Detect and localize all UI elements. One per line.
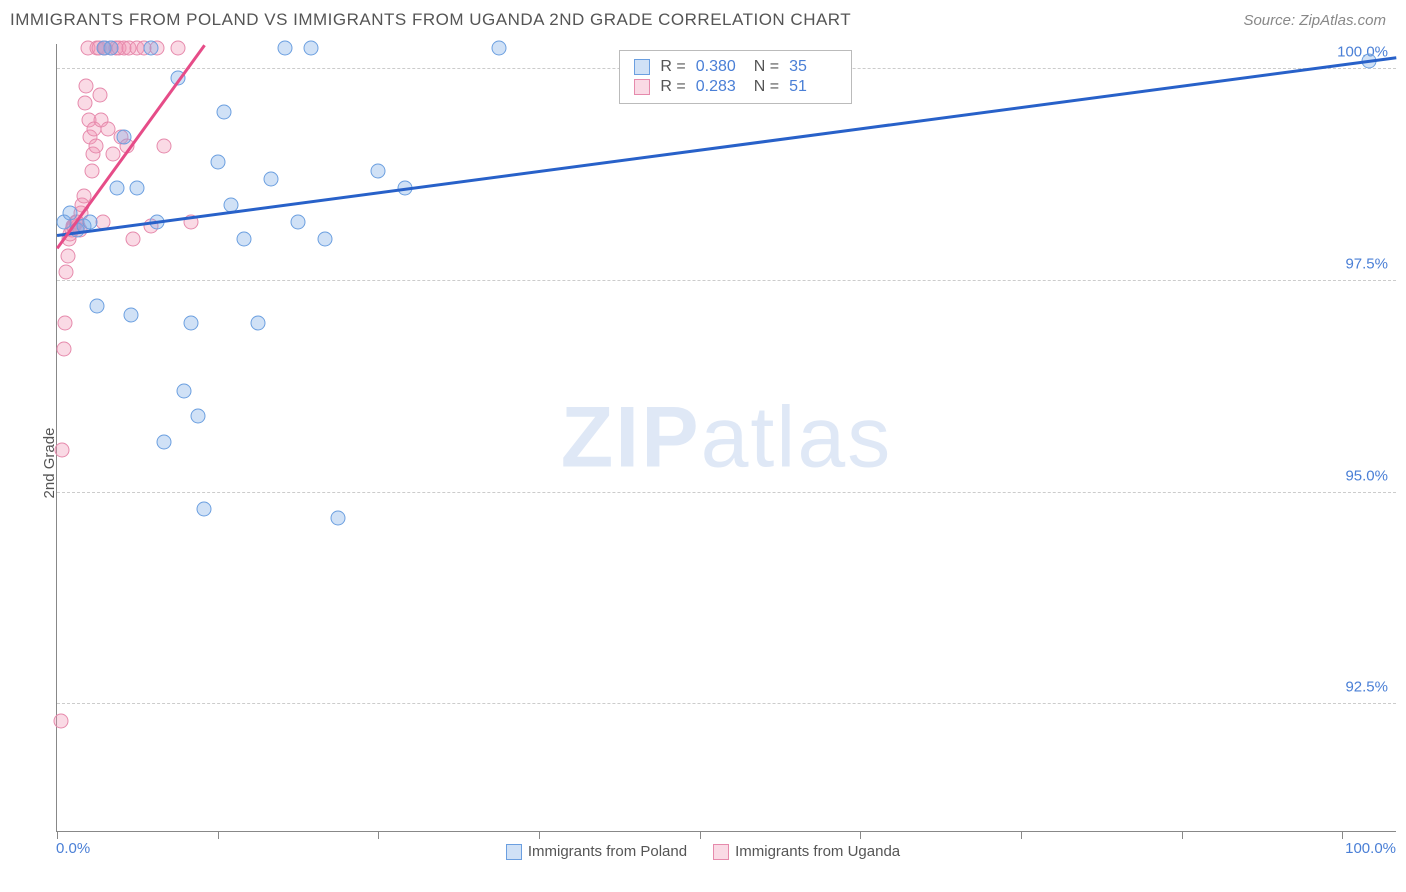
x-tick: [1021, 831, 1022, 839]
scatter-point-uganda: [84, 163, 99, 178]
scatter-point-uganda: [59, 265, 74, 280]
scatter-point-poland: [304, 41, 319, 56]
x-tick: [57, 831, 58, 839]
scatter-point-poland: [116, 130, 131, 145]
scatter-point-uganda: [92, 87, 107, 102]
scatter-point-poland: [190, 409, 205, 424]
scatter-point-poland: [371, 163, 386, 178]
scatter-point-poland: [210, 155, 225, 170]
legend-item-uganda: Immigrants from Uganda: [713, 843, 900, 860]
y-tick-label: 92.5%: [1345, 679, 1388, 696]
n-label: N =: [754, 58, 779, 76]
watermark: ZIPatlas: [561, 388, 892, 487]
scatter-point-poland: [90, 299, 105, 314]
r-value: 0.380: [696, 58, 744, 76]
chart-title: IMMIGRANTS FROM POLAND VS IMMIGRANTS FRO…: [10, 10, 851, 30]
correlation-swatch: [634, 59, 650, 75]
scatter-point-poland: [237, 231, 252, 246]
scatter-point-poland: [157, 434, 172, 449]
chart-container: 2nd Grade ZIPatlas 92.5%95.0%97.5%100.0%…: [10, 44, 1396, 882]
scatter-point-uganda: [54, 714, 69, 729]
n-value: 51: [789, 78, 837, 96]
scatter-point-poland: [123, 307, 138, 322]
scatter-point-uganda: [78, 96, 93, 111]
legend-label-poland: Immigrants from Poland: [528, 843, 687, 860]
gridline: [57, 280, 1396, 281]
scatter-point-poland: [83, 214, 98, 229]
scatter-point-uganda: [157, 138, 172, 153]
scatter-point-poland: [491, 41, 506, 56]
bottom-legend: Immigrants from Poland Immigrants from U…: [10, 843, 1396, 860]
y-tick-label: 95.0%: [1345, 467, 1388, 484]
scatter-point-poland: [217, 104, 232, 119]
scatter-point-poland: [277, 41, 292, 56]
scatter-point-poland: [197, 502, 212, 517]
x-tick: [860, 831, 861, 839]
source-attribution: Source: ZipAtlas.com: [1243, 12, 1386, 29]
correlation-swatch: [634, 79, 650, 95]
x-tick: [218, 831, 219, 839]
r-label: R =: [660, 78, 685, 96]
x-tick: [1342, 831, 1343, 839]
scatter-point-uganda: [88, 138, 103, 153]
r-label: R =: [660, 58, 685, 76]
plot-area: ZIPatlas 92.5%95.0%97.5%100.0%R =0.380N …: [56, 44, 1396, 832]
scatter-point-poland: [264, 172, 279, 187]
scatter-point-poland: [103, 41, 118, 56]
scatter-point-poland: [291, 214, 306, 229]
correlation-row: R = 0.380 N = 35: [634, 57, 837, 77]
x-tick: [539, 831, 540, 839]
legend-swatch-uganda: [713, 844, 729, 860]
correlation-row: R = 0.283 N = 51: [634, 77, 837, 97]
scatter-point-poland: [250, 316, 265, 331]
scatter-point-uganda: [126, 231, 141, 246]
watermark-zip: ZIP: [561, 389, 701, 485]
scatter-point-poland: [183, 316, 198, 331]
scatter-point-poland: [317, 231, 332, 246]
scatter-point-uganda: [60, 248, 75, 263]
gridline: [57, 492, 1396, 493]
scatter-point-uganda: [58, 316, 73, 331]
r-value: 0.283: [696, 78, 744, 96]
legend-item-poland: Immigrants from Poland: [506, 843, 687, 860]
x-tick: [700, 831, 701, 839]
scatter-point-uganda: [56, 341, 71, 356]
correlation-legend: R = 0.380 N = 35 R = 0.283 N = 51: [619, 50, 852, 104]
scatter-point-poland: [110, 180, 125, 195]
n-value: 35: [789, 58, 837, 76]
legend-swatch-poland: [506, 844, 522, 860]
n-label: N =: [754, 78, 779, 96]
y-tick-label: 97.5%: [1345, 255, 1388, 272]
legend-label-uganda: Immigrants from Uganda: [735, 843, 900, 860]
x-tick: [1182, 831, 1183, 839]
scatter-point-uganda: [170, 41, 185, 56]
scatter-point-poland: [130, 180, 145, 195]
scatter-point-uganda: [55, 443, 70, 458]
watermark-atlas: atlas: [701, 389, 893, 485]
x-tick: [378, 831, 379, 839]
scatter-point-poland: [177, 383, 192, 398]
scatter-point-poland: [143, 41, 158, 56]
gridline: [57, 703, 1396, 704]
scatter-point-poland: [331, 510, 346, 525]
header: IMMIGRANTS FROM POLAND VS IMMIGRANTS FRO…: [0, 0, 1406, 36]
